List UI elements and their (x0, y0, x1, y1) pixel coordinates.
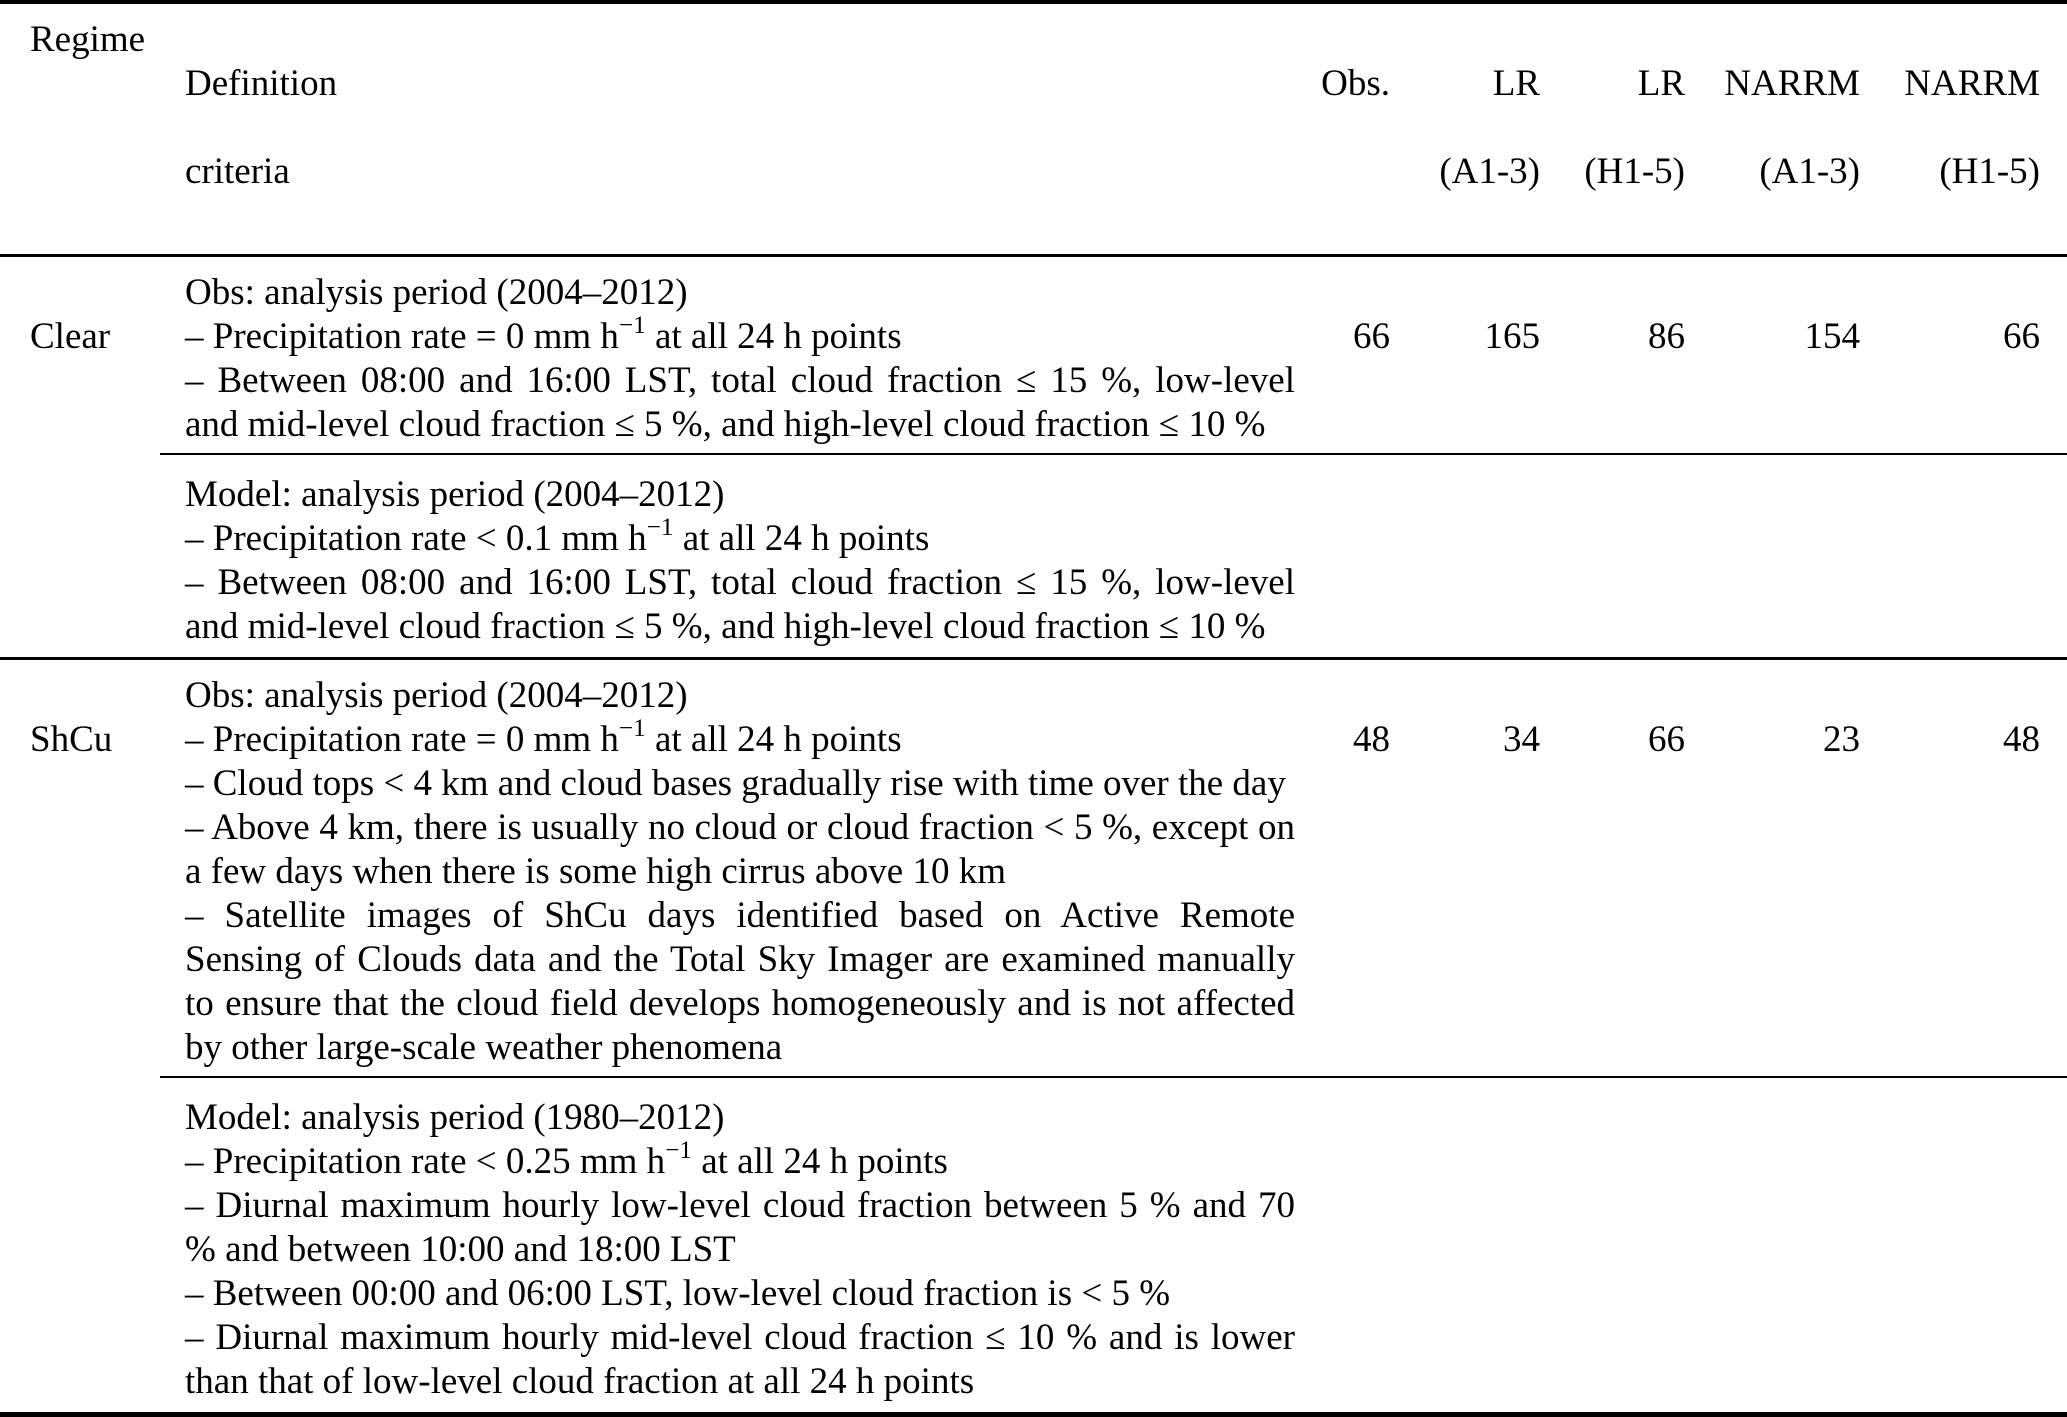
shcu-value-lr-a13: 34 (1503, 719, 1540, 760)
shcu-value-narrm-a13: 23 (1823, 719, 1860, 760)
col-header-lr-a13: LR (A1-3) (1390, 18, 1540, 238)
criteria-line: Model: analysis period (2004–2012) (185, 474, 725, 515)
table-row-shcu-obs: ShCu Obs: analysis period (2004–2012) – P… (0, 660, 2067, 1076)
clear-obs-criteria: Obs: analysis period (2004–2012) – Precip… (160, 271, 1295, 447)
criteria-line: – Diurnal maximum hourly low-level cloud… (185, 1185, 1295, 1270)
table-row-shcu-model: Model: analysis period (1980–2012) – Prec… (0, 1078, 2067, 1412)
table-row-clear-obs: Clear Obs: analysis period (2004–2012) – … (0, 257, 2067, 453)
col-header-definition-criteria: Definition criteria (160, 18, 1295, 238)
col-header-narrm-a13-line1: NARRM (1724, 63, 1860, 104)
criteria-line: Obs: analysis period (2004–2012) (185, 272, 688, 313)
col-header-definition-line2: criteria (185, 151, 290, 192)
table-bottom-rule (0, 1412, 2067, 1417)
clear-shcu-divider (0, 657, 2067, 660)
col-header-obs: Obs. (1295, 18, 1390, 194)
col-header-narrm-h15: NARRM (H1-5) (1860, 18, 2040, 238)
header-bottom-rule (0, 254, 2067, 257)
shcu-model-criteria: Model: analysis period (1980–2012) – Prec… (160, 1096, 1295, 1404)
clear-value-lr-a13: 165 (1484, 316, 1541, 357)
shcu-obs-criteria: Obs: analysis period (2004–2012) – Precip… (160, 674, 1295, 1070)
table-header-row: Regime Definition criteria Obs. LR (A1-3… (0, 4, 2067, 254)
col-header-narrm-a13: NARRM (A1-3) (1685, 18, 1860, 238)
criteria-line: – Above 4 km, there is usually no cloud … (185, 807, 1295, 892)
criteria-line: – Between 08:00 and 16:00 LST, total clo… (185, 360, 1295, 445)
criteria-line: Obs: analysis period (2004–2012) (185, 675, 688, 716)
shcu-value-lr-h15: 66 (1648, 719, 1685, 760)
table-row-clear-model: Model: analysis period (2004–2012) – Prec… (0, 455, 2067, 657)
col-header-obs-line1: Obs. (1321, 63, 1390, 104)
criteria-line: – Between 08:00 and 16:00 LST, total clo… (185, 562, 1295, 647)
col-header-lr-a13-line1: LR (1492, 63, 1540, 104)
criteria-line: – Between 00:00 and 06:00 LST, low-level… (185, 1273, 1171, 1314)
col-header-lr-h15-line1: LR (1637, 63, 1685, 104)
clear-value-lr-h15: 86 (1648, 316, 1685, 357)
shcu-obs-model-divider (160, 1076, 2067, 1078)
criteria-line: – Precipitation rate = 0 mm h−1 at all 2… (185, 715, 902, 760)
criteria-line: – Cloud tops < 4 km and cloud bases grad… (185, 763, 1286, 804)
table-top-rule (0, 0, 2067, 4)
criteria-line: – Precipitation rate = 0 mm h−1 at all 2… (185, 312, 902, 357)
shcu-value-obs: 48 (1353, 719, 1390, 760)
criteria-line: – Precipitation rate < 0.25 mm h−1 at al… (185, 1137, 948, 1182)
col-header-lr-h15-line2: (H1-5) (1584, 151, 1685, 192)
col-header-lr-a13-line2: (A1-3) (1439, 151, 1540, 192)
col-header-lr-h15: LR (H1-5) (1540, 18, 1685, 238)
clear-model-criteria: Model: analysis period (2004–2012) – Prec… (160, 473, 1295, 649)
criteria-line: – Precipitation rate < 0.1 mm h−1 at all… (185, 514, 930, 559)
col-header-definition-line1: Definition (185, 63, 338, 104)
regime-label-shcu: ShCu (30, 719, 113, 760)
criteria-line: Model: analysis period (1980–2012) (185, 1097, 725, 1138)
clear-value-narrm-a13: 154 (1804, 316, 1861, 357)
regime-label-clear: Clear (30, 316, 111, 357)
clear-value-obs: 66 (1353, 316, 1390, 357)
criteria-line: – Satellite images of ShCu days identifi… (185, 895, 1295, 1068)
clear-value-narrm-h15: 66 (2003, 316, 2040, 357)
criteria-line: – Diurnal maximum hourly mid-level cloud… (185, 1317, 1295, 1402)
col-header-narrm-a13-line2: (A1-3) (1759, 151, 1860, 192)
col-header-regime: Regime (30, 19, 146, 60)
clear-obs-model-divider (160, 453, 2067, 455)
shcu-value-narrm-h15: 48 (2003, 719, 2040, 760)
col-header-narrm-h15-line2: (H1-5) (1939, 151, 2040, 192)
col-header-narrm-h15-line1: NARRM (1904, 63, 2040, 104)
